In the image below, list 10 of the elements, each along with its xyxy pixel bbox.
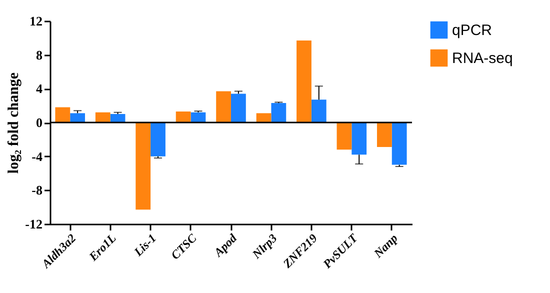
y-tick-label: 0 [36,115,42,130]
y-tick-label: 12 [30,14,42,28]
y-tick-label: 8 [36,47,43,62]
legend-label: qPCR [452,22,492,39]
legend-label: RNA-seq [452,50,513,67]
y-tick-label: -8 [32,182,43,198]
y-tick-label: 4 [36,81,43,96]
y-tick-label: -12 [25,216,42,232]
y-tick-label: -4 [32,148,43,164]
y-axis-title: log₂ fold change [6,72,22,174]
